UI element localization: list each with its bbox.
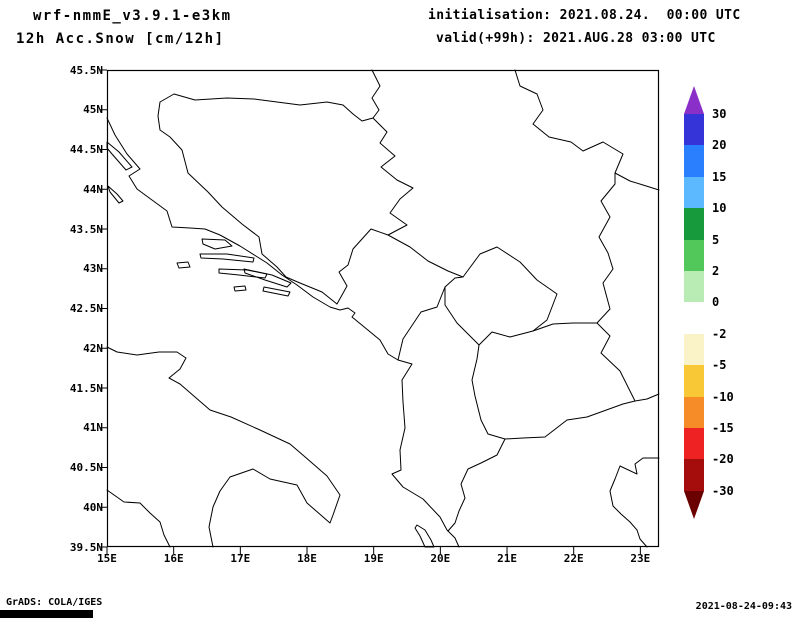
colorbar: 30 20 15 10 5 2 0 -2 -5 -10 -15 -20 -30: [684, 86, 754, 519]
colorbar-tick-label: -10: [712, 389, 734, 404]
island-korcula: [218, 268, 268, 279]
lat-tick-label: 43.5N: [69, 222, 103, 236]
lon-tick-label: 23E: [630, 552, 651, 565]
lat-tick-label: 44.5N: [69, 143, 103, 156]
coastlines-and-borders: [106, 69, 660, 548]
border-kosovo: [444, 246, 558, 346]
colorbar-tick-label: 30: [712, 107, 727, 121]
coastline-italy-tyrrhenian: [106, 489, 171, 548]
axis-ticks: [100, 69, 641, 554]
colorbar-segment: [684, 208, 704, 240]
colorbar-segment: [684, 176, 704, 209]
product-title: 12h Acc.Snow [cm/12h]: [16, 31, 225, 47]
lat-tick-label: 40.5N: [69, 461, 103, 474]
colorbar-segment: [684, 114, 704, 146]
lon-tick-label: 22E: [563, 552, 584, 565]
border-croatia-bosnia: [157, 93, 374, 305]
lon-tick-label: 20E: [430, 552, 451, 565]
lon-tick-label: 16E: [163, 552, 184, 565]
coastline-croatia-albania-greece: [106, 117, 460, 548]
colorbar-tick-label: 5: [712, 232, 720, 247]
island-lastovo: [233, 285, 247, 292]
model-title: wrf-nmmE_v3.9.1-e3km: [33, 8, 232, 24]
coastline-greece-aegean: [609, 457, 660, 548]
colorbar-tick-label: 20: [712, 138, 727, 153]
lon-tick-label: 17E: [230, 552, 251, 565]
border-serbia-montenegro: [387, 234, 464, 278]
border-macedonia: [504, 322, 636, 440]
colorbar-tick-label: 0: [712, 295, 720, 310]
lat-tick-label: 41N: [83, 421, 103, 435]
colorbar-tick-label: 2: [712, 264, 720, 278]
lon-tick-label: 21E: [497, 552, 517, 565]
lon-tick-label: 19E: [363, 552, 384, 565]
colorbar-segment: [684, 396, 704, 428]
colorbar-tick-label: -30: [712, 483, 734, 498]
island-dugi-otok: [107, 185, 124, 204]
map: [100, 69, 660, 554]
lon-tick-label: 18E: [297, 552, 317, 565]
island-corfu: [414, 524, 435, 548]
colorbar-tick-label: 10: [712, 201, 727, 216]
map-frame: [106, 69, 660, 548]
colorbar-segment: [684, 365, 704, 397]
island-mljet: [262, 286, 291, 297]
lat-tick-label: 44N: [83, 182, 103, 196]
colorbar-tick-label: -15: [712, 421, 734, 435]
border-montenegro-albania: [397, 286, 446, 361]
creation-timestamp: 2021-08-24-09:43: [695, 601, 792, 612]
initialisation-time: initialisation: 2021.08.24. 00:00 UTC: [428, 8, 741, 23]
lat-tick-label: 45N: [83, 103, 103, 117]
island-vis: [176, 261, 191, 269]
lat-tick-label: 43N: [83, 262, 103, 276]
lat-tick-label: 45.5N: [69, 63, 103, 77]
valid-time: valid(+99h): 2021.AUG.28 03:00 UTC: [436, 31, 716, 46]
coastline-italy-adriatic: [106, 346, 341, 548]
colorbar-segment: [684, 427, 704, 460]
grads-credit: GrADS: COLA/IGES: [6, 597, 103, 608]
colorbar-segment: [684, 459, 704, 491]
lat-tick-label: 39.5N: [69, 540, 103, 554]
colorbar-segment: [684, 145, 704, 177]
colorbar-arrow-bottom: [684, 490, 704, 519]
colorbar-segment: [684, 333, 704, 366]
lat-tick-label: 40N: [83, 500, 103, 514]
border-bosnia-serbia-montenegro: [336, 117, 414, 305]
lat-tick-label: 42.5N: [69, 302, 103, 315]
colorbar-tick-label: -20: [712, 452, 734, 467]
colorbar-segment: [684, 270, 704, 303]
colorbar-tick-label: -5: [712, 358, 727, 373]
peninsula-peljesac: [243, 268, 292, 288]
corner-bar: [0, 610, 93, 618]
border-greece-bulgaria: [634, 393, 660, 402]
colorbar-segment: [684, 302, 704, 334]
colorbar-arrow-top: [684, 86, 704, 114]
border-serbia-bulgaria-romania: [514, 69, 624, 324]
island-hvar: [199, 253, 255, 263]
border-albania-east: [447, 344, 506, 532]
colorbar-tick-label: -2: [712, 326, 727, 341]
lat-tick-label: 42N: [83, 341, 103, 355]
border-danube-east: [614, 172, 660, 191]
lat-tick-label: 41.5N: [69, 381, 103, 395]
colorbar-segment: [684, 239, 704, 271]
island-brac: [201, 238, 233, 250]
lon-tick-label: 15E: [97, 552, 117, 565]
border-croatia-serbia: [371, 69, 381, 119]
colorbar-tick-label: 15: [712, 169, 727, 184]
